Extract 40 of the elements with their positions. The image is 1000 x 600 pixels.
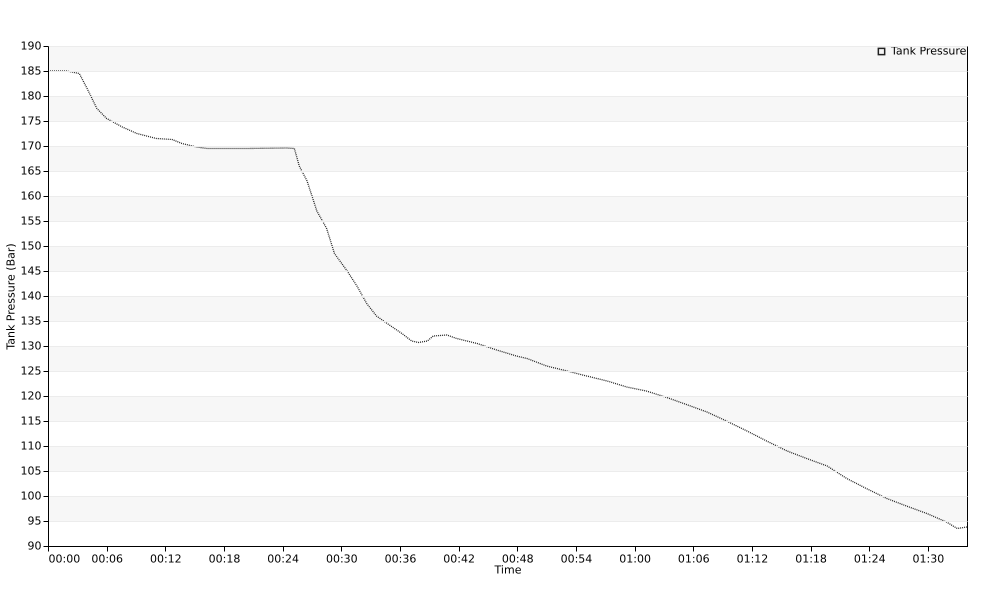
y-tick-label: 190 bbox=[20, 40, 42, 52]
x-tick-label: 00:24 bbox=[267, 552, 299, 566]
y-tick-label: 120 bbox=[20, 390, 42, 402]
y-tick-label: 100 bbox=[20, 490, 42, 502]
y-tick-label: 160 bbox=[20, 190, 42, 202]
x-tick-label: 00:12 bbox=[150, 552, 182, 566]
x-tick-label: 00:06 bbox=[91, 552, 124, 566]
y-tick-label: 125 bbox=[20, 364, 42, 378]
y-tick-label: 185 bbox=[20, 64, 42, 78]
y-tick-label: 150 bbox=[20, 240, 42, 252]
y-tick-label: 170 bbox=[20, 140, 42, 152]
y-tick-label: 135 bbox=[20, 314, 42, 328]
y-tick-label: 140 bbox=[20, 290, 42, 302]
y-tick-label: 90 bbox=[28, 540, 42, 552]
y-tick-label: 95 bbox=[28, 514, 42, 528]
x-tick-label: 00:18 bbox=[208, 552, 240, 566]
x-tick-label: 01:18 bbox=[795, 552, 827, 566]
x-tick-label: 01:30 bbox=[912, 552, 944, 566]
x-tick-label: 01:06 bbox=[678, 552, 710, 566]
x-tick-label: 00:36 bbox=[384, 552, 416, 566]
x-tick-label: 01:12 bbox=[736, 552, 768, 566]
x-tick-label: 00:00 bbox=[48, 552, 80, 566]
y-tick-label: 175 bbox=[20, 114, 42, 128]
line-series bbox=[47, 70, 968, 530]
y-tick-label: 145 bbox=[20, 264, 42, 278]
y-tick-label: 165 bbox=[20, 164, 42, 178]
y-tick-label: 115 bbox=[20, 414, 42, 428]
y-tick-label: 130 bbox=[20, 340, 42, 352]
y-axis-title: Tank Pressure (Bar) bbox=[4, 243, 18, 351]
x-tick-label: 00:54 bbox=[560, 552, 592, 566]
x-tick-label: 01:24 bbox=[854, 552, 886, 566]
y-tick-label: 180 bbox=[20, 90, 42, 102]
x-tick-label: 01:00 bbox=[619, 552, 651, 566]
y-tick-label: 110 bbox=[20, 440, 42, 452]
x-axis-title: Time bbox=[494, 564, 522, 576]
x-tick-label: 00:30 bbox=[326, 552, 358, 566]
y-tick-label: 105 bbox=[20, 464, 42, 478]
x-tick-label: 00:48 bbox=[502, 552, 534, 566]
y-tick-label: 155 bbox=[20, 214, 42, 228]
x-tick-label: 00:42 bbox=[443, 552, 475, 566]
